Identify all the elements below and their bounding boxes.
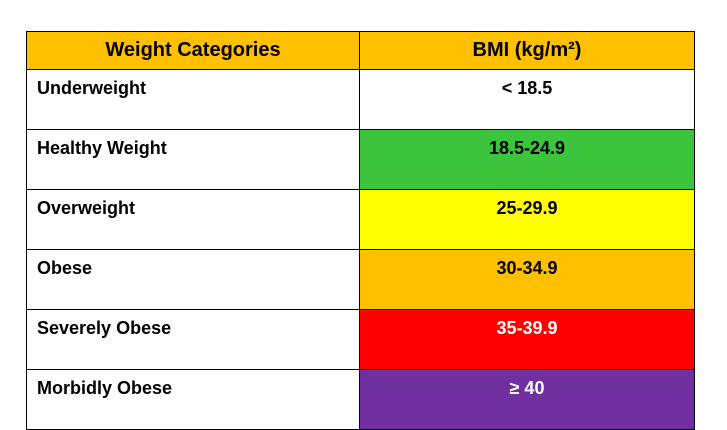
weight-category-cell: Underweight <box>26 69 360 130</box>
table-row: Healthy Weight 18.5-24.9 <box>26 129 695 190</box>
weight-category-cell: Morbidly Obese <box>26 369 360 430</box>
table-row: Overweight 25-29.9 <box>26 189 695 250</box>
table-header-row: Weight Categories BMI (kg/m²) <box>26 31 695 70</box>
weight-category-cell: Obese <box>26 249 360 310</box>
weight-category-cell: Healthy Weight <box>26 129 360 190</box>
bmi-range-cell: < 18.5 <box>359 69 695 130</box>
table-row: Morbidly Obese ≥ 40 <box>26 369 695 430</box>
bmi-range-cell: 25-29.9 <box>359 189 695 250</box>
table-row: Severely Obese 35-39.9 <box>26 309 695 370</box>
bmi-range-cell: 35-39.9 <box>359 309 695 370</box>
bmi-range-cell: ≥ 40 <box>359 369 695 430</box>
weight-category-cell: Overweight <box>26 189 360 250</box>
header-bmi: BMI (kg/m²) <box>359 31 695 70</box>
header-weight-categories: Weight Categories <box>26 31 360 70</box>
table-row: Obese 30-34.9 <box>26 249 695 310</box>
bmi-range-cell: 30-34.9 <box>359 249 695 310</box>
bmi-table: Weight Categories BMI (kg/m²) Underweigh… <box>26 31 695 430</box>
weight-category-cell: Severely Obese <box>26 309 360 370</box>
table-row: Underweight < 18.5 <box>26 69 695 130</box>
bmi-range-cell: 18.5-24.9 <box>359 129 695 190</box>
